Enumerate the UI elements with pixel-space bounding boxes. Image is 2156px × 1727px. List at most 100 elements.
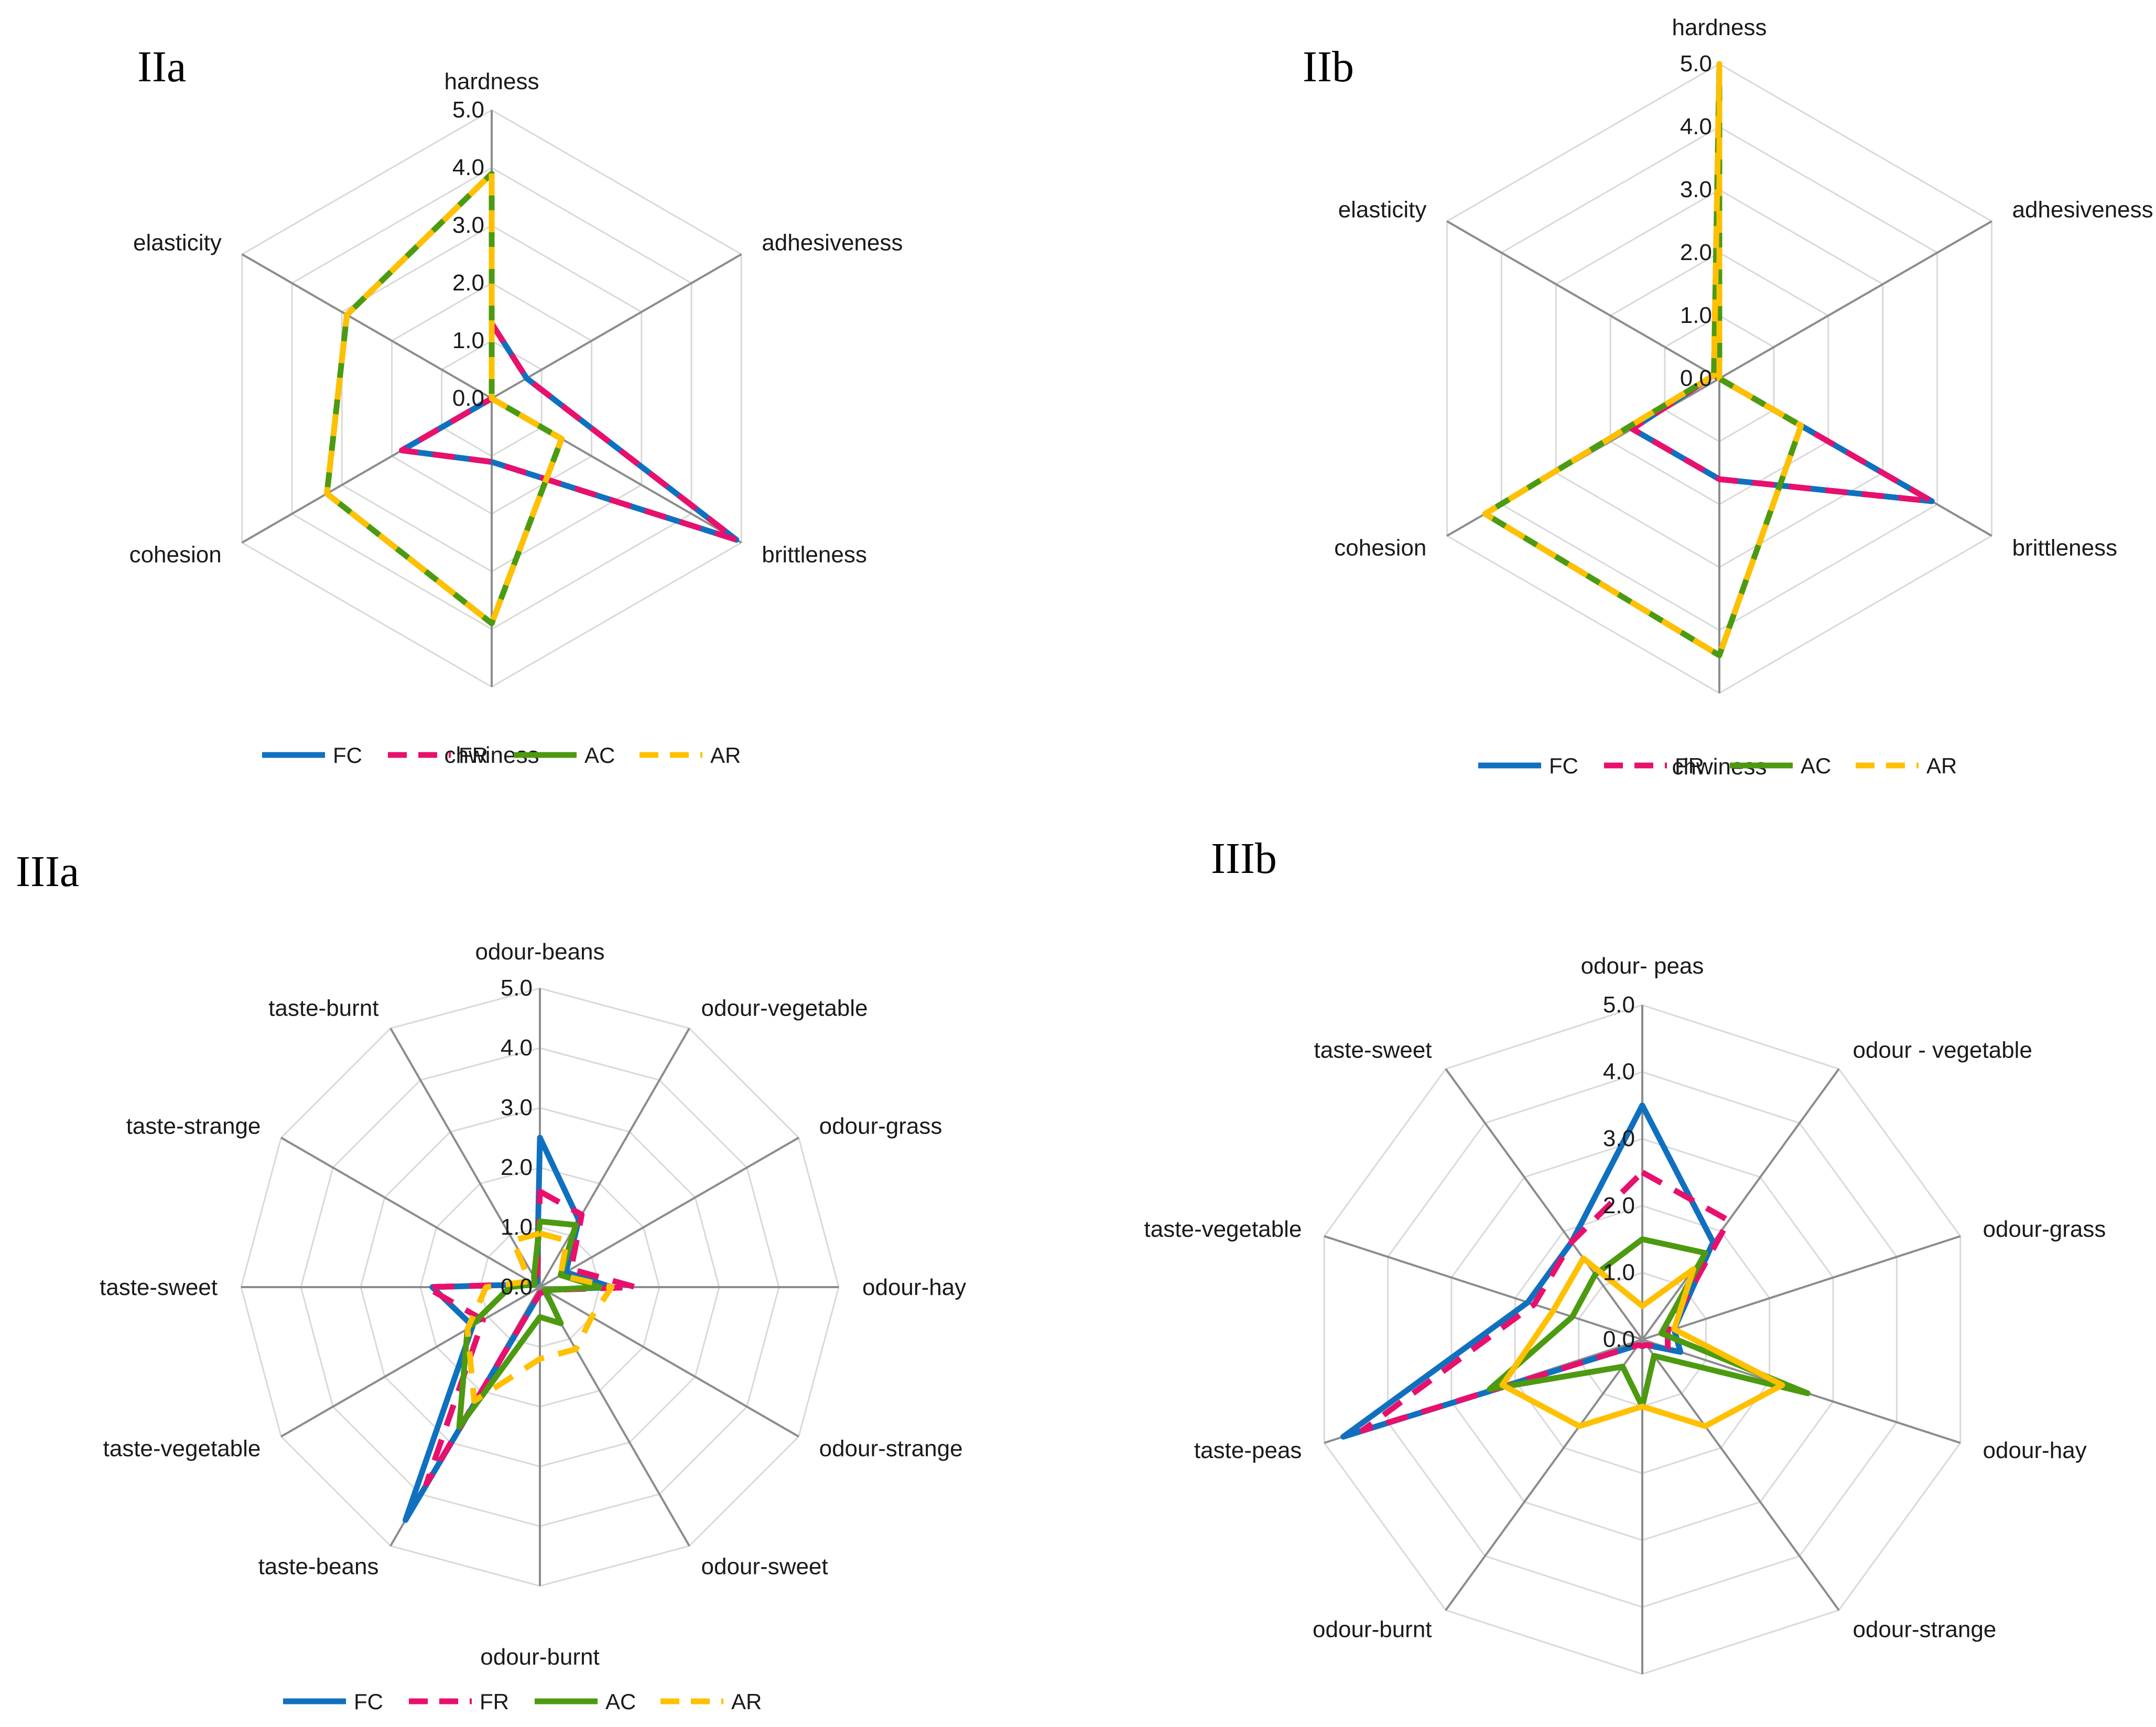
tick-label: 2.0 bbox=[1680, 240, 1712, 265]
axis-spoke bbox=[1642, 1235, 1961, 1341]
axis-spoke bbox=[1445, 1339, 1643, 1611]
axis-label: odour-strange bbox=[1852, 1617, 1996, 1643]
legend-IIa: FC FR AC AR bbox=[262, 743, 741, 768]
axis-label: odour-beans bbox=[475, 939, 604, 965]
axis-spoke bbox=[241, 253, 493, 400]
axis-label: odour-burnt bbox=[1313, 1617, 1432, 1643]
legend-label-fc: FC bbox=[354, 1689, 383, 1714]
axis-label: taste-peas bbox=[1194, 1438, 1302, 1463]
axis-label: brittleness bbox=[762, 542, 867, 568]
tick-label: 2.0 bbox=[1603, 1193, 1635, 1218]
series-group bbox=[403, 1135, 638, 1523]
tick-label: 5.0 bbox=[452, 97, 484, 123]
tick-label: 0.0 bbox=[501, 1274, 533, 1300]
axis-spoke bbox=[539, 1286, 799, 1438]
chart-IIIa: IIIa 0.0 1.0 2.0 3.0 4.0 5.0 odour-beans odour-v… bbox=[16, 847, 966, 1670]
series-ar bbox=[324, 170, 565, 627]
axis-spoke bbox=[1641, 1068, 1840, 1341]
legend-label-ac: AC bbox=[584, 743, 615, 768]
axis-label: odour-hay bbox=[862, 1275, 966, 1300]
tick-label: 2.0 bbox=[501, 1154, 533, 1180]
tick-label: 0.0 bbox=[452, 385, 484, 411]
series-group bbox=[1340, 1102, 1811, 1440]
axis-spoke bbox=[280, 1137, 541, 1288]
axis-label: elasticity bbox=[133, 230, 222, 256]
axis-label: brittleness bbox=[2012, 535, 2118, 561]
axis-spoke bbox=[389, 1028, 541, 1288]
series-fr bbox=[1359, 1169, 1732, 1433]
axis-label: taste-sweet bbox=[1314, 1037, 1432, 1063]
axis-label: taste-burnt bbox=[268, 995, 378, 1021]
axis-label: odour-burnt bbox=[480, 1644, 599, 1670]
legend-label-ac: AC bbox=[1801, 753, 1831, 778]
tick-labels: 0.0 1.0 2.0 3.0 4.0 5.0 bbox=[1680, 51, 1712, 391]
axis-label: taste-vegetable bbox=[103, 1436, 261, 1462]
axis-label: taste-strange bbox=[126, 1114, 261, 1139]
tick-label: 5.0 bbox=[1680, 51, 1712, 77]
series-fc bbox=[1340, 1102, 1716, 1440]
axis-label: adhesiveness bbox=[762, 230, 903, 256]
tick-labels: 0.0 1.0 2.0 3.0 4.0 5.0 bbox=[1603, 992, 1635, 1352]
tick-label: 1.0 bbox=[1680, 303, 1712, 328]
series-ac bbox=[324, 170, 565, 627]
tick-label: 0.0 bbox=[1603, 1326, 1635, 1352]
axis-spoke bbox=[539, 1028, 690, 1288]
legend-label-fr: FR bbox=[459, 743, 488, 768]
series-group bbox=[324, 170, 740, 627]
axis-label: odour-grass bbox=[1983, 1216, 2106, 1242]
tick-label: 3.0 bbox=[501, 1095, 533, 1120]
axis-label: cohesion bbox=[1334, 535, 1426, 561]
tick-label: 0.0 bbox=[1680, 365, 1712, 391]
series-fr bbox=[399, 320, 740, 543]
panel-title: IIa bbox=[137, 42, 186, 91]
tick-label: 3.0 bbox=[452, 212, 484, 238]
axis-label: adhesiveness bbox=[2012, 197, 2153, 223]
series-ar bbox=[464, 1230, 615, 1404]
axis-spoke bbox=[1324, 1235, 1643, 1341]
axis-labels: odour-beans odour-vegetable odour-grass odo… bbox=[100, 939, 966, 1670]
tick-label: 1.0 bbox=[1603, 1259, 1635, 1285]
axis-label: odour-vegetable bbox=[701, 995, 868, 1021]
axis-label: taste-beans bbox=[258, 1554, 379, 1580]
axis-label: odour-strange bbox=[819, 1436, 963, 1462]
legend-label-ar: AR bbox=[710, 743, 741, 768]
axis-label: taste-sweet bbox=[100, 1275, 218, 1300]
axis-label: hardness bbox=[1672, 15, 1767, 40]
series-ar bbox=[1499, 1255, 1785, 1429]
legend-label-fc: FC bbox=[333, 743, 362, 768]
legend-IIIa: FC FR AC AR bbox=[283, 1689, 762, 1714]
tick-label: 1.0 bbox=[452, 328, 484, 353]
axis-spoke bbox=[1641, 1339, 1840, 1611]
panel-title: IIb bbox=[1303, 42, 1354, 91]
panel-title: IIIa bbox=[16, 847, 79, 896]
tick-labels: 0.0 1.0 2.0 3.0 4.0 5.0 bbox=[501, 975, 533, 1300]
series-ar bbox=[1482, 61, 1804, 659]
axis-labels: odour- peas odour - vegetable odour-grass o… bbox=[1144, 953, 2106, 1643]
axis-labels: hardnessadhesivenessbrittlenesschwinessc… bbox=[129, 69, 903, 768]
axis-label: cohesion bbox=[129, 542, 222, 568]
series-fr bbox=[423, 1189, 638, 1487]
series-fc bbox=[399, 320, 740, 543]
axis-label: taste-vegetable bbox=[1144, 1216, 1302, 1242]
axis-label: odour- peas bbox=[1581, 953, 1704, 979]
tick-label: 4.0 bbox=[1680, 114, 1712, 139]
tick-label: 4.0 bbox=[1603, 1059, 1635, 1085]
axis-spoke bbox=[491, 253, 742, 400]
series-ac bbox=[1487, 1236, 1811, 1410]
legend-label-ac: AC bbox=[605, 1689, 636, 1714]
tick-label: 4.0 bbox=[452, 155, 484, 180]
axis-label: hardness bbox=[444, 69, 539, 94]
series-fr bbox=[1629, 372, 1935, 504]
axis-spoke bbox=[1445, 1068, 1643, 1341]
legend-label-fr: FR bbox=[480, 1689, 509, 1714]
tick-labels: 0.0 1.0 2.0 3.0 4.0 5.0 bbox=[452, 97, 484, 411]
axis-label: odour-grass bbox=[819, 1114, 942, 1139]
axis-spoke bbox=[1446, 220, 1720, 380]
axis-label: elasticity bbox=[1338, 197, 1427, 223]
series-group bbox=[1482, 61, 1935, 659]
legend-label-fc: FC bbox=[1549, 753, 1578, 778]
chart-IIa: IIa 0.0 1.0 2.0 3.0 4.0 5.0 hardness adhesivenes… bbox=[129, 42, 903, 768]
legend-IIb: FC FR AC AR bbox=[1478, 753, 1957, 778]
